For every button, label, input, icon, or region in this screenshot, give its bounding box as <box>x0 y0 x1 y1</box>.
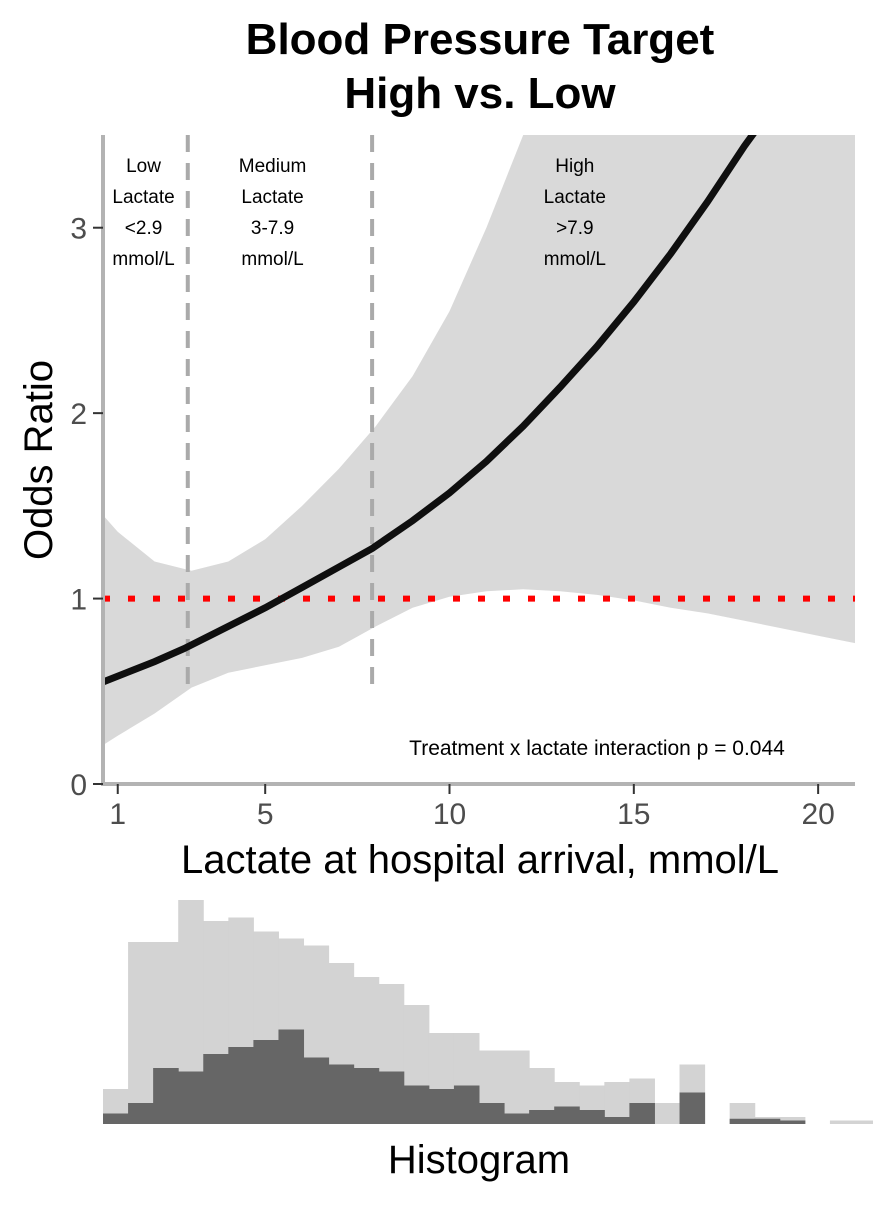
histogram-bar-subgroup <box>278 1029 305 1124</box>
region-label-1-line-2: Lactate <box>112 187 174 208</box>
histogram-bar-overall <box>128 942 154 1124</box>
histogram-title: Histogram <box>388 1138 570 1182</box>
histogram-bar-subgroup <box>554 1106 580 1124</box>
region-label-2-line-1: Medium <box>239 156 307 177</box>
region-label-1-line-1: Low <box>126 156 161 177</box>
region-label-1-line-4: mmol/L <box>112 249 174 270</box>
interaction-p-value-annotation: Treatment x lactate interaction p = 0.04… <box>409 737 785 760</box>
y-tick-label: 1 <box>70 584 87 617</box>
region-label-3-line-2: Lactate <box>544 187 606 208</box>
histogram-bar-subgroup <box>103 1113 129 1124</box>
histogram-bar-subgroup <box>203 1054 229 1124</box>
histogram-bar-subgroup <box>428 1089 455 1124</box>
region-label-3-line-1: High <box>555 156 594 177</box>
histogram-bar-subgroup <box>228 1047 254 1124</box>
x-tick-label: 5 <box>257 798 274 831</box>
histogram-bar-subgroup <box>604 1117 630 1124</box>
histogram-bar-subgroup <box>128 1103 154 1124</box>
x-tick-label: 15 <box>617 798 650 831</box>
region-label-3-line-4: mmol/L <box>544 249 606 270</box>
histogram-bar-overall <box>855 1120 873 1124</box>
histogram-bar-subgroup <box>253 1040 279 1124</box>
region-label-1-line-3: <2.9 <box>125 218 163 239</box>
histogram-bar-subgroup <box>453 1085 480 1124</box>
chart-title-line-1: Blood Pressure Target <box>246 15 715 64</box>
histogram-bar-overall <box>504 1050 530 1124</box>
histogram-bar-subgroup <box>178 1071 204 1124</box>
region-label-2-line-2: Lactate <box>241 187 303 208</box>
histogram-area <box>103 900 873 1124</box>
odds-ratio-curve <box>103 135 757 686</box>
histogram-bar-subgroup <box>153 1068 179 1124</box>
x-tick-label: 20 <box>801 798 834 831</box>
histogram-bar-subgroup <box>729 1118 756 1124</box>
histogram-bar-subgroup <box>679 1092 706 1124</box>
histogram-bar-subgroup <box>529 1110 555 1124</box>
y-axis-title: Odds Ratio <box>17 360 61 560</box>
histogram-bar-subgroup <box>353 1068 380 1124</box>
histogram-bar-subgroup <box>403 1085 430 1124</box>
histogram-bar-subgroup <box>303 1057 330 1124</box>
x-axis-title: Lactate at hospital arrival, mmol/L <box>181 838 779 882</box>
x-tick-label: 1 <box>109 798 126 831</box>
histogram-bar-subgroup <box>754 1118 781 1124</box>
confidence-band <box>103 135 855 746</box>
region-label-2-line-3: 3-7.9 <box>251 218 294 239</box>
chart-title-line-2: High vs. Low <box>344 69 616 118</box>
histogram-bar-subgroup <box>579 1110 605 1124</box>
histogram-bar-subgroup <box>504 1113 530 1124</box>
histogram-bar-subgroup <box>378 1071 405 1124</box>
x-tick-label: 10 <box>433 798 466 831</box>
y-tick-label: 3 <box>70 213 87 246</box>
histogram-bar-subgroup <box>479 1103 505 1124</box>
histogram-bar-overall <box>654 1103 681 1124</box>
y-tick-label: 0 <box>70 769 87 802</box>
histogram-bar-subgroup <box>779 1120 806 1124</box>
y-tick-label: 2 <box>70 398 87 431</box>
histogram-bar-subgroup <box>328 1064 355 1124</box>
histogram-bar-subgroup <box>629 1103 655 1124</box>
region-label-3-line-3: >7.9 <box>556 218 594 239</box>
histogram-bar-overall <box>829 1120 856 1124</box>
region-label-2-line-4: mmol/L <box>241 249 303 270</box>
